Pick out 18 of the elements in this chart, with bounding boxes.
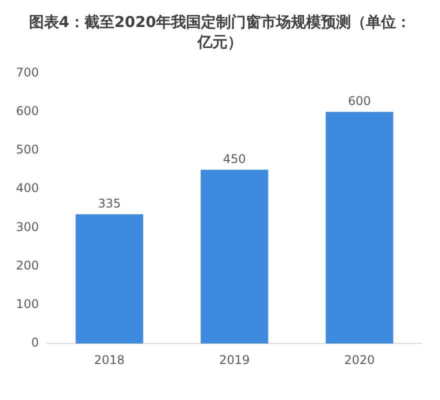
bar bbox=[76, 214, 144, 344]
y-tick-label: 300 bbox=[16, 220, 39, 234]
x-tick-label: 2020 bbox=[344, 352, 375, 367]
data-label: 600 bbox=[348, 94, 371, 108]
data-label: 450 bbox=[223, 152, 246, 166]
y-tick-label: 200 bbox=[16, 258, 39, 272]
bar bbox=[200, 170, 268, 344]
y-tick-label: 600 bbox=[16, 104, 39, 118]
y-tick-label: 500 bbox=[16, 142, 39, 157]
data-label: 335 bbox=[98, 196, 121, 210]
y-tick-label: 700 bbox=[16, 65, 39, 80]
y-tick-label: 100 bbox=[16, 297, 39, 312]
x-tick-label: 2018 bbox=[94, 352, 125, 367]
chart-title: 图表4：截至2020年我国定制门窗市场规模预测（单位：亿元） bbox=[28, 12, 412, 53]
y-tick-label: 0 bbox=[31, 336, 39, 350]
x-tick-label: 2019 bbox=[219, 352, 250, 367]
bar bbox=[326, 112, 394, 344]
y-tick-label: 400 bbox=[16, 181, 39, 196]
